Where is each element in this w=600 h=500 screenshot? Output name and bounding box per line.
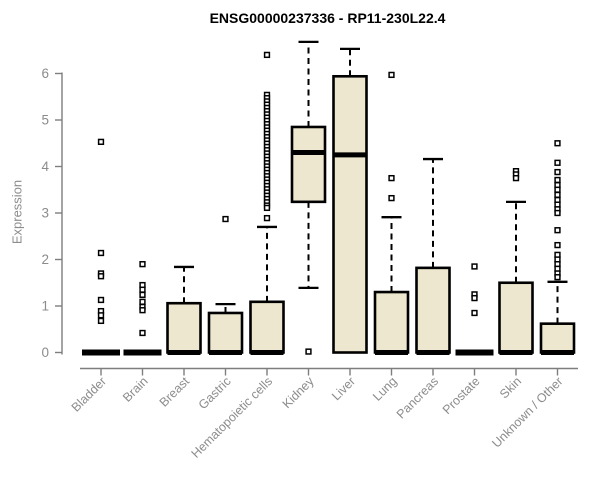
outlier-point: [554, 140, 561, 147]
x-tick-label: Prostate: [440, 374, 483, 417]
y-tick-label: 5: [41, 113, 49, 128]
flat-box: [123, 349, 162, 356]
outlier-point: [263, 214, 271, 222]
chart-title: ENSG00000237336 - RP11-230L22.4: [209, 10, 446, 26]
y-tick-label: 6: [41, 66, 49, 81]
outlier-point: [97, 296, 105, 304]
box-breast: [166, 265, 202, 355]
outlier-point: [139, 261, 146, 268]
x-tick-label: Hematopoietic cells: [189, 374, 276, 461]
outlier-point: [554, 241, 561, 249]
x-tick-label: Kidney: [280, 374, 317, 411]
outlier-point: [388, 194, 395, 202]
outlier-point: [97, 273, 105, 280]
outlier-point: [97, 317, 105, 325]
box-hematopoietic-cells: [249, 51, 285, 355]
outlier-point: [263, 51, 271, 59]
outlier-point: [554, 168, 561, 176]
outlier-point: [554, 176, 561, 184]
box-gastric: [207, 215, 244, 355]
box-bladder: [82, 138, 120, 356]
outlier-point: [139, 307, 146, 314]
x-tick-label: Unknown / Other: [489, 374, 565, 450]
outlier-point: [139, 291, 146, 298]
box-lung: [373, 71, 410, 355]
outlier-point: [97, 312, 105, 319]
x-tick-label: Bladder: [69, 374, 109, 414]
x-tick-label: Gastric: [196, 374, 234, 412]
box-unknown-other: [539, 140, 576, 355]
outlier-point: [139, 329, 146, 337]
outlier-point: [97, 249, 105, 257]
box-prostate: [455, 263, 494, 356]
outlier-point: [512, 174, 520, 182]
box-rect: [415, 266, 451, 354]
outlier-point: [388, 174, 395, 182]
box-rect: [539, 322, 576, 354]
box-rect: [290, 125, 327, 204]
flat-box: [82, 349, 120, 356]
box-kidney: [290, 40, 327, 355]
box-liver: [332, 47, 368, 354]
x-tick-label: Skin: [497, 374, 524, 401]
outlier-point: [471, 263, 478, 270]
outlier-point: [554, 191, 561, 199]
outlier-point: [263, 204, 271, 212]
outlier-point: [554, 186, 561, 193]
outlier-point: [554, 209, 561, 217]
outlier-point: [471, 309, 478, 317]
outlier-point: [97, 138, 105, 146]
box-rect: [498, 281, 534, 354]
flat-box: [455, 349, 494, 356]
box-rect: [249, 300, 285, 354]
outlier-point: [139, 286, 146, 293]
x-tick-label: Lung: [370, 374, 400, 404]
box-rect: [166, 301, 202, 354]
x-tick-label: Liver: [329, 374, 358, 403]
box-brain: [123, 261, 162, 356]
x-tick-label: Brain: [120, 374, 151, 405]
box-skin: [498, 168, 534, 355]
y-tick-label: 4: [41, 159, 49, 174]
outlier-point: [139, 298, 146, 305]
box-rect: [207, 311, 244, 354]
outlier-point: [305, 348, 312, 355]
outlier-point: [222, 215, 229, 223]
outlier-point: [554, 159, 561, 166]
outlier-point: [471, 294, 478, 302]
box-rect: [332, 74, 368, 354]
y-tick-label: 0: [41, 345, 49, 360]
y-tick-label: 1: [41, 299, 49, 314]
box-pancreas: [415, 157, 451, 355]
outlier-point: [388, 71, 395, 79]
y-tick-label: 2: [41, 252, 49, 267]
x-tick-label: Pancreas: [394, 374, 441, 421]
box-rect: [373, 290, 410, 354]
outlier-point: [554, 227, 561, 234]
x-tick-label: Breast: [157, 374, 193, 410]
outlier-point: [554, 274, 561, 281]
y-tick-label: 3: [41, 206, 49, 221]
